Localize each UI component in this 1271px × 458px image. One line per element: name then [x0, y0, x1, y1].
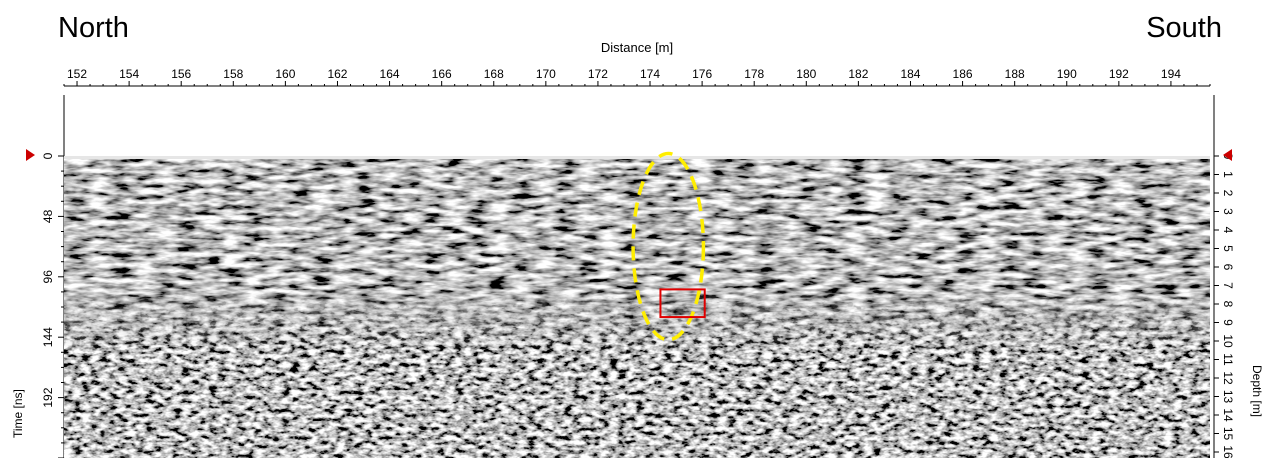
y-right-tick-label: 10: [1221, 334, 1235, 348]
y-right-tick-label: 4: [1221, 227, 1235, 234]
south-label: South: [1146, 12, 1222, 44]
y-left-tick-label: 0: [41, 152, 55, 159]
y-right-tick-label: 13: [1221, 390, 1235, 404]
y-axis-left-title: Time [ns]: [11, 389, 25, 438]
x-tick-label: 186: [953, 67, 973, 81]
right-zero-marker: [1223, 149, 1232, 161]
y-right-tick-label: 7: [1221, 282, 1235, 289]
x-tick-label: 162: [327, 67, 347, 81]
x-tick-label: 168: [484, 67, 504, 81]
x-tick-label: 182: [848, 67, 868, 81]
y-right-tick-label: 6: [1221, 264, 1235, 271]
y-right-tick-label: 1: [1221, 171, 1235, 178]
x-tick-label: 190: [1057, 67, 1077, 81]
x-tick-label: 184: [900, 67, 920, 81]
x-axis-ticks: 152 154 156 158 160 162 164 166 168 170 172 174 176 1…: [63, 67, 1211, 86]
y-right-tick-label: 16: [1221, 445, 1235, 458]
red-rectangle-marker: [659, 288, 706, 319]
x-tick-label: 166: [432, 67, 452, 81]
y-right-tick-label: 14: [1221, 408, 1235, 422]
y-right-tick-label: 12: [1221, 371, 1235, 385]
x-tick-label: 158: [223, 67, 243, 81]
y-axis-right-title: Depth [m]: [1250, 365, 1264, 417]
y-left-tick-label: 144: [41, 327, 55, 347]
y-right-tick-label: 2: [1221, 190, 1235, 197]
y-right-tick-label: 15: [1221, 427, 1235, 441]
y-right-tick-label: 8: [1221, 301, 1235, 308]
x-tick-label: 174: [640, 67, 660, 81]
y-right-tick-label: 3: [1221, 208, 1235, 215]
radargram-image: [64, 156, 1210, 458]
y-left-tick-label: 96: [41, 270, 55, 284]
x-tick-label: 160: [275, 67, 295, 81]
y-right-tick-label: 9: [1221, 319, 1235, 326]
left-axis-ticks: 0 48 96 144 192: [41, 152, 64, 458]
yellow-dashed-ellipse: [631, 151, 706, 342]
x-tick-label: 164: [380, 67, 400, 81]
x-tick-label: 154: [119, 67, 139, 81]
x-tick-label: 180: [796, 67, 816, 81]
x-tick-label: 156: [171, 67, 191, 81]
y-right-tick-label: 11: [1221, 353, 1235, 366]
x-tick-label: 172: [588, 67, 608, 81]
right-axis-ticks: 012345678910111213141516: [1214, 153, 1235, 458]
y-left-tick-label: 192: [41, 387, 55, 407]
x-tick-label: 176: [692, 67, 712, 81]
x-tick-label: 178: [744, 67, 764, 81]
y-right-tick-label: 5: [1221, 245, 1235, 252]
x-tick-label: 152: [67, 67, 87, 81]
x-tick-label: 192: [1109, 67, 1129, 81]
left-zero-marker: [26, 149, 35, 161]
x-axis-title: Distance [m]: [601, 40, 673, 55]
x-tick-label: 188: [1005, 67, 1025, 81]
north-label: North: [58, 12, 129, 44]
y-left-tick-label: 48: [41, 209, 55, 223]
x-tick-label: 170: [536, 67, 556, 81]
x-tick-label: 194: [1161, 67, 1181, 81]
